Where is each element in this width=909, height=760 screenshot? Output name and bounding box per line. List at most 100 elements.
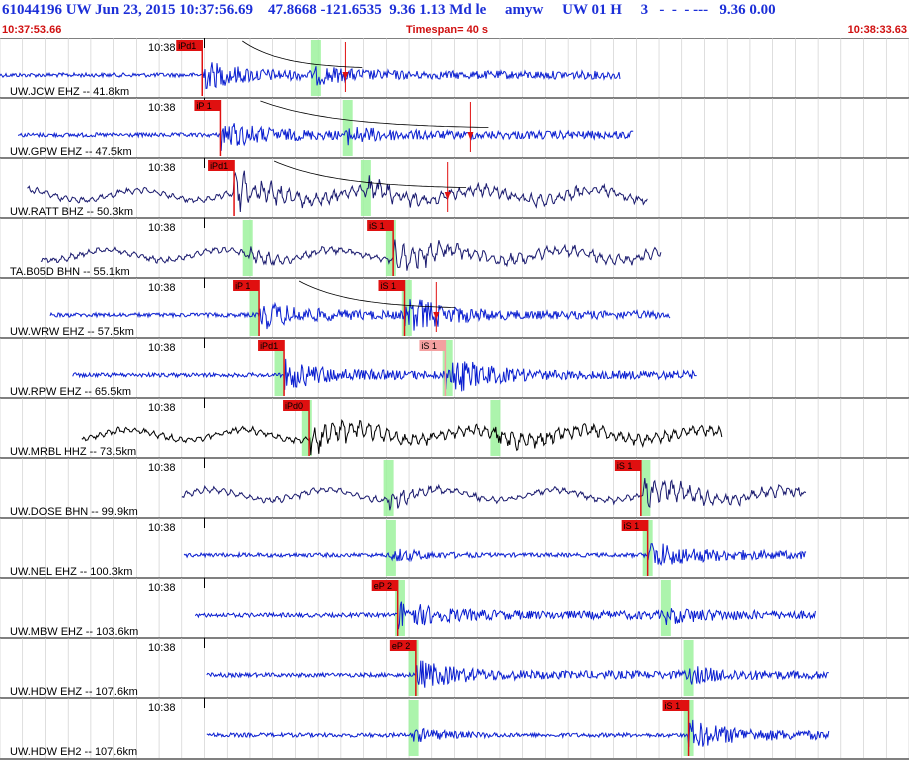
trace-row[interactable]: 10:38 iP 1 UW.GPW EHZ -- 47.5km <box>0 97 909 158</box>
phase-pick-flag[interactable] <box>621 520 648 531</box>
coda-decay-curve <box>298 280 456 308</box>
phase-pick-label: iS 1 <box>624 521 640 531</box>
time-tick-label: 10:38 <box>148 522 176 534</box>
waveform <box>40 239 662 271</box>
station-label: UW.HDW EH2 -- 107.6km <box>10 746 137 758</box>
event-summary: 61044196 UW Jun 23, 2015 10:37:56.69 47.… <box>2 2 776 18</box>
time-tick-label: 10:38 <box>148 582 176 594</box>
coda-decay-curve <box>242 40 363 68</box>
phase-pick-flag[interactable] <box>662 700 689 711</box>
time-tick-label: 10:38 <box>148 282 176 294</box>
header: 61044196 UW Jun 23, 2015 10:37:56.69 47.… <box>0 0 909 40</box>
time-tick-label: 10:38 <box>148 42 176 54</box>
waveform <box>49 299 671 331</box>
waveform <box>72 358 697 392</box>
theoretical-arrival-band <box>242 220 253 276</box>
phase-pick-flag[interactable] <box>367 220 394 231</box>
theoretical-arrival-band <box>385 520 396 576</box>
theoretical-arrival-band <box>408 640 419 696</box>
phase-pick-label: eP 2 <box>392 641 410 651</box>
waveform <box>194 601 816 630</box>
theoretical-arrival-band <box>660 580 671 636</box>
phase-pick-flag[interactable] <box>176 40 203 51</box>
station-label: UW.NEL EHZ -- 100.3km <box>10 566 132 578</box>
theoretical-arrival-band <box>408 700 419 756</box>
phase-pick-label: iP 1 <box>235 281 250 291</box>
phase-pick-flag[interactable] <box>419 340 446 351</box>
theoretical-arrival-band <box>383 460 394 516</box>
waveform <box>27 170 648 213</box>
phase-pick-flag[interactable] <box>614 460 641 471</box>
phase-pick-flag[interactable] <box>283 400 310 411</box>
station-label: UW.MBW EHZ -- 103.6km <box>10 626 138 638</box>
phase-pick-label: iS 1 <box>369 221 385 231</box>
amplitude-marker-arrow <box>342 72 349 80</box>
time-tick-label: 10:38 <box>148 102 176 114</box>
phase-pick-label: iPd0 <box>285 401 303 411</box>
phase-pick-label: iPd1 <box>178 41 196 51</box>
theoretical-arrival-band <box>385 220 396 276</box>
phase-pick-label: iS 1 <box>381 281 397 291</box>
phase-pick-flag[interactable] <box>378 280 405 291</box>
coda-decay-curve <box>273 160 467 188</box>
trace-row[interactable]: 10:38 iPd1 UW.RATT BHZ -- 50.3km <box>0 157 909 218</box>
theoretical-arrival-band <box>274 340 285 396</box>
waveform <box>206 719 830 748</box>
time-tick-label: 10:38 <box>148 162 176 174</box>
phase-pick-flag[interactable] <box>389 640 416 651</box>
trace-row[interactable]: 10:38 iPd0 UW.MRBL HHZ -- 73.5km <box>0 397 909 458</box>
phase-pick-flag[interactable] <box>194 100 221 111</box>
theoretical-arrival-band <box>401 280 412 336</box>
theoretical-arrival-band <box>249 280 260 336</box>
theoretical-arrival-band <box>342 100 353 156</box>
phase-pick-flag[interactable] <box>258 340 285 351</box>
trace-row[interactable]: 10:38 eP 2 UW.MBW EHZ -- 103.6km <box>0 577 909 638</box>
time-tick-label: 10:38 <box>148 702 176 714</box>
theoretical-arrival-band <box>301 400 312 456</box>
end-time: 10:38:33.63 <box>847 24 907 36</box>
theoretical-arrival-band <box>442 340 453 396</box>
amplitude-marker-arrow <box>444 192 451 200</box>
phase-pick-flag[interactable] <box>371 580 398 591</box>
station-label: UW.RPW EHZ -- 65.5km <box>10 386 131 398</box>
waveform <box>17 123 634 151</box>
trace-row[interactable]: 10:38 iS 1 UW.HDW EH2 -- 107.6km <box>0 697 909 758</box>
timespan-label: Timespan= 40 s <box>406 24 489 36</box>
time-tick-label: 10:38 <box>148 642 176 654</box>
station-label: UW.HDW EHZ -- 107.6km <box>10 686 138 698</box>
trace-row[interactable]: 10:38 iPd1 UW.JCW EHZ -- 41.8km <box>0 38 909 98</box>
trace-row[interactable]: 10:38 iPd1 iS 1 UW.RPW EHZ -- 65.5km <box>0 337 909 398</box>
station-label: UW.DOSE BHN -- 99.9km <box>10 506 138 518</box>
theoretical-arrival-band <box>683 640 694 696</box>
amplitude-marker-arrow <box>433 312 440 320</box>
trace-row[interactable]: 10:38 eP 2 UW.HDW EHZ -- 107.6km <box>0 637 909 698</box>
waveform <box>0 62 621 90</box>
waveform <box>181 478 807 511</box>
amplitude-marker-arrow <box>467 132 474 140</box>
coda-decay-curve <box>260 100 489 128</box>
time-tick-label: 10:38 <box>148 342 176 354</box>
station-label: UW.RATT BHZ -- 50.3km <box>10 206 133 218</box>
phase-pick-label: iPd1 <box>260 341 278 351</box>
phase-pick-label: iS 1 <box>617 461 633 471</box>
phase-pick-label: iS 1 <box>665 701 681 711</box>
time-tick-label: 10:38 <box>148 402 176 414</box>
station-label: UW.MRBL HHZ -- 73.5km <box>10 446 136 458</box>
theoretical-arrival-band <box>360 160 371 216</box>
phase-pick-flag[interactable] <box>208 160 235 171</box>
trace-row[interactable]: 10:38 iS 1 TA.B05D BHN -- 55.1km <box>0 217 909 278</box>
waveform <box>206 660 829 688</box>
trace-row[interactable]: 10:38 iP 1 iS 1 UW.WRW EHZ -- 57.5km <box>0 277 909 338</box>
trace-row[interactable]: 10:38 iS 1 UW.NEL EHZ -- 100.3km <box>0 517 909 578</box>
phase-pick-label: iP 1 <box>196 101 211 111</box>
phase-pick-flag[interactable] <box>233 280 260 291</box>
station-label: UW.GPW EHZ -- 47.5km <box>10 146 132 158</box>
time-tick-label: 10:38 <box>148 222 176 234</box>
station-label: UW.WRW EHZ -- 57.5km <box>10 326 134 338</box>
waveform <box>183 543 807 566</box>
phase-pick-label: iPd1 <box>210 161 228 171</box>
trace-row[interactable]: 10:38 iS 1 UW.DOSE BHN -- 99.9km <box>0 457 909 518</box>
station-label: TA.B05D BHN -- 55.1km <box>10 266 130 278</box>
start-time: 10:37:53.66 <box>2 24 62 36</box>
